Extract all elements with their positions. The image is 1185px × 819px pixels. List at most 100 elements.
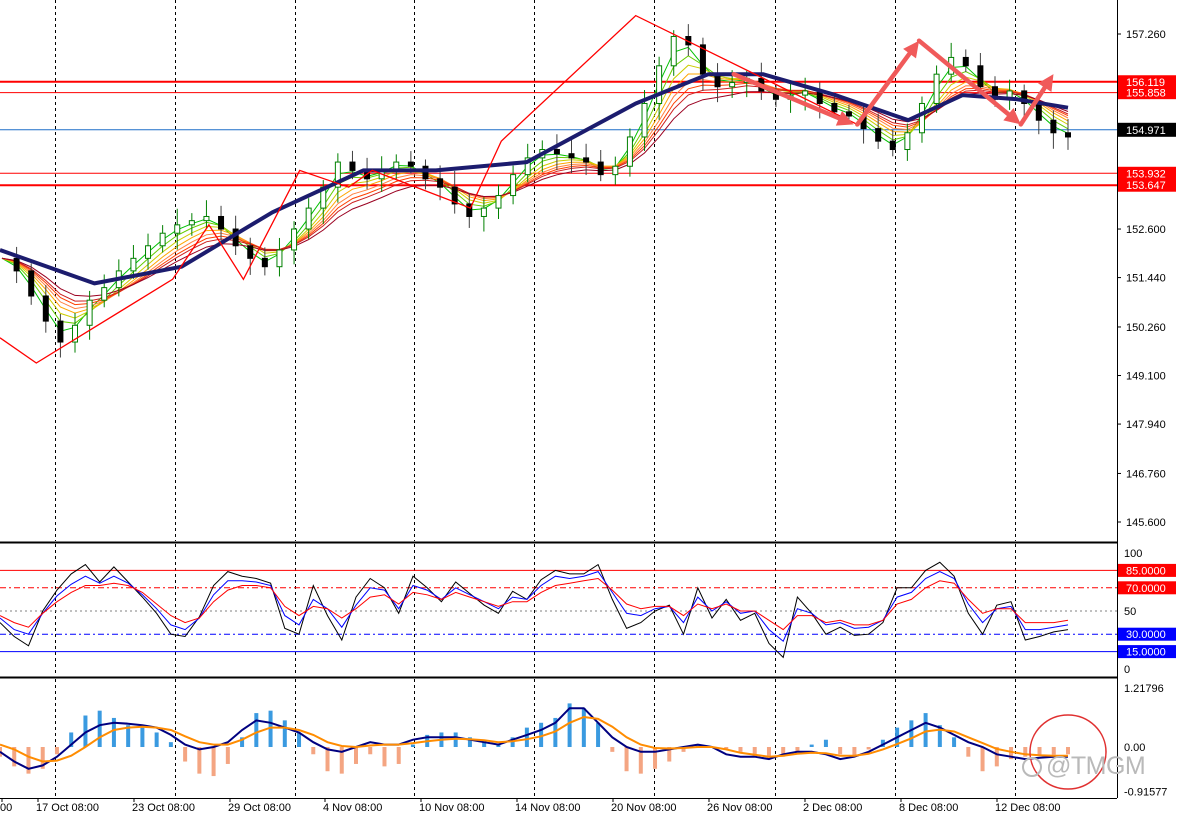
macd-histogram-bar [282, 720, 287, 747]
candle-body [875, 128, 882, 142]
highlight-circle [1029, 714, 1107, 790]
candle-body [933, 73, 940, 104]
candle-body [597, 161, 604, 176]
candle-body [889, 140, 896, 151]
macd-histogram-bar [183, 747, 188, 762]
macd-line [0, 707, 1068, 770]
candle-body [510, 174, 517, 197]
macd-histogram-bar [809, 744, 814, 747]
current-price-label: 154.971 [1126, 125, 1166, 137]
axis-layer: 157.260156.100154.940153.780152.600151.4… [0, 29, 1176, 814]
macd-histogram-bar [766, 747, 771, 760]
x-tick-label: 20 Nov 08:00 [611, 802, 676, 814]
panel-frame [0, 0, 1118, 799]
macd-histogram-bar [667, 747, 672, 762]
macd-histogram-bar [126, 725, 131, 747]
macd-histogram-bar [866, 747, 871, 750]
ma-ribbon-line [1, 55, 1069, 324]
oscillator-tick-label: 0 [1124, 664, 1130, 676]
price-level-tag [1118, 178, 1176, 192]
macd-histogram-bar [966, 747, 971, 757]
candle-body [159, 232, 166, 247]
candle-body [1065, 132, 1071, 138]
candle-body [334, 161, 341, 188]
oscillator-level-tag [1118, 581, 1176, 595]
macd-histogram-bar [980, 747, 985, 772]
levels-layer [0, 80, 1117, 187]
oscillator-line [0, 571, 1069, 643]
macd-histogram-bar [581, 708, 586, 747]
watermark: @TMGM [1022, 752, 1146, 781]
price-level-label: 153.932 [1126, 168, 1166, 180]
price-level-label: 155.858 [1126, 88, 1166, 100]
candle-body [553, 149, 560, 155]
macd-histogram-bar [880, 739, 885, 747]
y-tick-label: 146.760 [1126, 468, 1166, 480]
trend-arrow-head [1038, 74, 1054, 92]
macd-histogram-bar [54, 747, 59, 755]
x-tick-label: 17 Oct 08:00 [36, 802, 99, 814]
macd-histogram-bar [937, 725, 942, 747]
candle-body [1035, 102, 1042, 121]
macd-histogram-bar [795, 747, 800, 752]
candle-body [422, 165, 429, 180]
macd-histogram-bar [225, 747, 230, 764]
trend-arrow-shaft [916, 38, 1011, 117]
macd-histogram-bar [923, 713, 928, 747]
macd-histogram-bar [69, 732, 74, 747]
candle-body [451, 186, 458, 205]
candle-body [101, 287, 108, 301]
macd-histogram-bar [752, 747, 757, 757]
candle-body [626, 136, 633, 167]
oscillator-line [0, 577, 1069, 631]
price-level-label: 153.647 [1126, 180, 1166, 192]
x-tick-label: 00 [0, 802, 12, 814]
watermark-text: @TMGM [1046, 752, 1146, 780]
macd-histogram-bar [97, 710, 102, 747]
candle-body [802, 90, 809, 96]
candle-body [480, 207, 487, 217]
macd-histogram-bar [1051, 747, 1056, 755]
macd-histogram-bar [26, 747, 31, 774]
macd-histogram-bar [325, 747, 330, 772]
macd-histogram-bar [140, 727, 145, 747]
macd-histogram-bar [1009, 747, 1014, 760]
macd-histogram-bar [994, 747, 999, 767]
ma-ribbon-line [1, 79, 1069, 310]
oscillator-level-tag [1118, 645, 1176, 659]
macd-histogram-bar [211, 747, 216, 777]
candle-body [130, 257, 137, 272]
logo-icon [1022, 757, 1042, 777]
macd-histogram-bar [624, 747, 629, 772]
candle-body [670, 36, 677, 67]
candle-body [349, 161, 356, 171]
candle-body [641, 102, 648, 138]
ma-ribbon-line [1, 64, 1069, 319]
macd-histogram-bar [339, 747, 344, 774]
oscillator-line [0, 561, 1069, 659]
oscillator-level-label: 70.0000 [1126, 583, 1166, 595]
macd-histogram-bar [297, 732, 302, 747]
macd-histogram-bar [852, 747, 857, 757]
candle-body [699, 44, 706, 75]
candle-body [247, 245, 254, 259]
macd-histogram-bar [12, 747, 17, 767]
ma-ribbon-line [1, 73, 1069, 314]
macd-line [0, 715, 1068, 763]
macd-histogram-bar [823, 739, 828, 747]
y-tick-label: 147.940 [1126, 419, 1166, 431]
y-tick-label: 150.260 [1126, 322, 1166, 334]
candles-layer [13, 24, 1071, 358]
macd-histogram-bar [909, 720, 914, 747]
candle-body [904, 132, 911, 151]
candle-body [845, 111, 852, 117]
candle-body [466, 203, 473, 217]
candle-body [407, 161, 414, 167]
price-level-tag [1118, 166, 1176, 180]
ma-ribbon-line [1, 85, 1069, 302]
macd-histogram-bar [168, 742, 173, 747]
trend-arrow-head [835, 110, 854, 126]
y-tick-label: 145.600 [1126, 517, 1166, 529]
x-tick-label: 26 Nov 08:00 [707, 802, 772, 814]
